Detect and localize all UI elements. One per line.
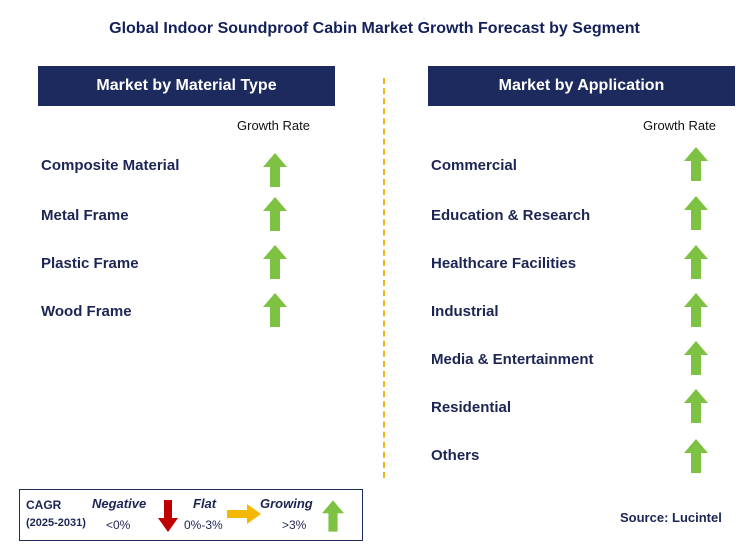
growing-arrow-icon — [263, 197, 287, 231]
right-growth-rate-label: Growth Rate — [643, 118, 716, 133]
legend-cagr-label: CAGR — [26, 498, 62, 512]
flat-arrow-icon — [227, 504, 261, 524]
negative-arrow-icon — [158, 500, 178, 532]
legend-box: CAGR (2025-2031) Negative <0% Flat 0%-3%… — [19, 489, 363, 541]
left-item-label: Metal Frame — [41, 207, 129, 224]
right-item-label: Residential — [431, 399, 512, 416]
source-label: Source: Lucintel — [620, 510, 722, 525]
left-item-label: Plastic Frame — [41, 255, 139, 272]
legend-period-label: (2025-2031) — [26, 517, 86, 529]
right-item-label: Industrial — [431, 303, 499, 320]
legend-flat-label: Flat — [193, 496, 217, 511]
left-panel-header: Market by Material Type — [38, 66, 335, 106]
left-growth-rate-label: Growth Rate — [237, 118, 310, 133]
legend-negative-label: Negative — [92, 496, 147, 511]
right-item-label: Commercial — [431, 157, 517, 174]
left-item-label: Composite Material — [41, 157, 180, 174]
chart-title: Global Indoor Soundproof Cabin Market Gr… — [109, 20, 640, 37]
growing-arrow-icon — [263, 245, 287, 279]
right-item-label: Others — [431, 447, 480, 464]
right-panel-header: Market by Application — [428, 66, 735, 106]
growing-arrow-icon — [684, 389, 708, 423]
right-item-label: Media & Entertainment — [431, 351, 594, 368]
legend-growing-label: Growing — [260, 496, 313, 511]
growing-arrow-icon — [263, 153, 287, 187]
legend-growing-range: >3% — [282, 518, 307, 532]
growing-arrow-icon — [684, 293, 708, 327]
growing-arrow-icon — [684, 341, 708, 375]
left-item-label: Wood Frame — [41, 303, 132, 320]
growing-arrow-icon — [684, 196, 708, 230]
right-item-label: Healthcare Facilities — [431, 255, 577, 272]
growing-arrow-icon — [684, 147, 708, 181]
legend-flat-range: 0%-3% — [184, 518, 223, 532]
growing-arrow-icon — [684, 439, 708, 473]
panel-divider — [383, 78, 385, 478]
legend-negative-range: <0% — [106, 518, 131, 532]
right-item-label: Education & Research — [431, 207, 591, 224]
growing-arrow-icon — [263, 293, 287, 327]
growing-arrow-icon — [322, 500, 344, 532]
growing-arrow-icon — [684, 245, 708, 279]
